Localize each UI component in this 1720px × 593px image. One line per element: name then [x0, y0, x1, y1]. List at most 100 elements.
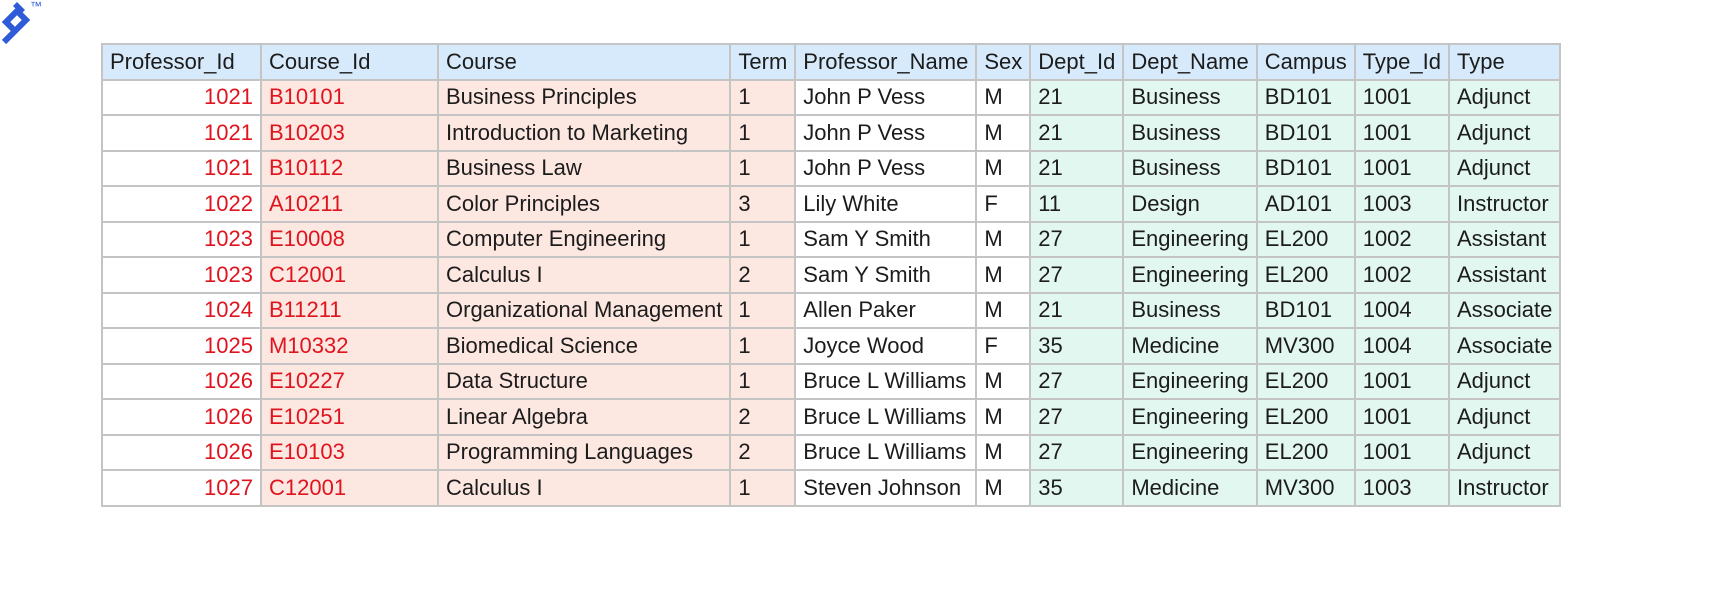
- cell-term: 1: [729, 149, 797, 187]
- cell-sex: M: [975, 291, 1032, 329]
- table-row: 1023 E10008 Computer Engineering 1 Sam Y Smi…: [101, 220, 1562, 258]
- cell-sex: F: [975, 185, 1032, 223]
- cell-professor-id: 1021: [101, 78, 262, 116]
- cell-professor-id: 1027: [101, 469, 262, 507]
- cell-sex: M: [975, 398, 1032, 436]
- cell-term: 3: [729, 185, 797, 223]
- cell-dept-name: Business: [1122, 78, 1258, 116]
- cell-professor-name: John P Vess: [794, 149, 978, 187]
- cell-dept-id: 27: [1029, 220, 1125, 258]
- professor-course-table-container: Professor_Id Course_Id Course Term Professor…: [101, 43, 1562, 507]
- cell-type: Instructor: [1447, 185, 1562, 223]
- cell-sex: M: [975, 469, 1032, 507]
- cell-dept-id: 35: [1029, 469, 1125, 507]
- column-header-campus: Campus: [1255, 43, 1356, 81]
- table-row: 1021 B10101 Business Principles 1 John P Ves…: [101, 78, 1562, 116]
- cell-professor-id: 1023: [101, 220, 262, 258]
- cell-course-id: E10227: [260, 362, 439, 400]
- cell-course-id: B11211: [260, 291, 439, 329]
- cell-campus: BD101: [1255, 78, 1356, 116]
- cell-dept-name: Engineering: [1122, 256, 1258, 294]
- cell-professor-name: Steven Johnson: [794, 469, 978, 507]
- cell-sex: M: [975, 114, 1032, 152]
- column-header-course: Course: [436, 43, 732, 81]
- cell-dept-name: Business: [1122, 291, 1258, 329]
- cell-campus: EL200: [1255, 433, 1356, 471]
- cell-dept-name: Engineering: [1122, 220, 1258, 258]
- cell-professor-id: 1026: [101, 398, 262, 436]
- cell-professor-id: 1021: [101, 149, 262, 187]
- cell-professor-id: 1026: [101, 362, 262, 400]
- cell-type-id: 1001: [1353, 398, 1450, 436]
- column-header-professor-name: Professor_Name: [794, 43, 978, 81]
- column-header-type: Type: [1447, 43, 1562, 81]
- cell-type-id: 1003: [1353, 185, 1450, 223]
- cell-course-id: E10103: [260, 433, 439, 471]
- cell-professor-name: Bruce L Williams: [794, 433, 978, 471]
- cell-campus: AD101: [1255, 185, 1356, 223]
- cell-type: Assistant: [1447, 220, 1562, 258]
- cell-course-id: M10332: [260, 327, 439, 365]
- cell-course-id: E10251: [260, 398, 439, 436]
- table-row: 1027 C12001 Calculus I 1 Steven Johnson M 35 Me…: [101, 469, 1562, 507]
- cell-professor-name: Sam Y Smith: [794, 256, 978, 294]
- cell-type-id: 1002: [1353, 220, 1450, 258]
- cell-professor-id: 1021: [101, 114, 262, 152]
- cell-course-id: A10211: [260, 185, 439, 223]
- cell-dept-id: 21: [1029, 78, 1125, 116]
- cell-type-id: 1001: [1353, 114, 1450, 152]
- cell-professor-name: Lily White: [794, 185, 978, 223]
- cell-course-id: E10008: [260, 220, 439, 258]
- cell-dept-name: Business: [1122, 149, 1258, 187]
- cell-term: 1: [729, 327, 797, 365]
- cell-dept-id: 35: [1029, 327, 1125, 365]
- cell-dept-id: 21: [1029, 291, 1125, 329]
- cell-campus: EL200: [1255, 256, 1356, 294]
- table-body: 1021 B10101 Business Principles 1 John P Ves…: [101, 78, 1562, 507]
- cell-type-id: 1001: [1353, 362, 1450, 400]
- cell-type: Associate: [1447, 327, 1562, 365]
- cell-course: Calculus I: [436, 469, 732, 507]
- cell-professor-id: 1022: [101, 185, 262, 223]
- cell-type: Adjunct: [1447, 362, 1562, 400]
- cell-term: 2: [729, 256, 797, 294]
- cell-course: Color Principles: [436, 185, 732, 223]
- cell-course: Linear Algebra: [436, 398, 732, 436]
- column-header-course-id: Course_Id: [260, 43, 439, 81]
- table-row: 1026 E10227 Data Structure 1 Bruce L William…: [101, 362, 1562, 400]
- trademark-symbol: ™: [30, 0, 42, 13]
- professor-course-table: Professor_Id Course_Id Course Term Professor…: [101, 43, 1562, 507]
- cell-type: Associate: [1447, 291, 1562, 329]
- cell-type-id: 1001: [1353, 433, 1450, 471]
- cell-professor-name: Bruce L Williams: [794, 398, 978, 436]
- cell-term: 1: [729, 362, 797, 400]
- cell-type-id: 1001: [1353, 78, 1450, 116]
- cell-term: 1: [729, 78, 797, 116]
- cell-professor-id: 1025: [101, 327, 262, 365]
- cell-dept-name: Medicine: [1122, 469, 1258, 507]
- cell-term: 1: [729, 469, 797, 507]
- cell-sex: M: [975, 78, 1032, 116]
- cell-type-id: 1003: [1353, 469, 1450, 507]
- cell-type-id: 1001: [1353, 149, 1450, 187]
- cell-course-id: B10203: [260, 114, 439, 152]
- cell-professor-name: Bruce L Williams: [794, 362, 978, 400]
- cell-sex: M: [975, 149, 1032, 187]
- cell-type: Adjunct: [1447, 114, 1562, 152]
- cell-dept-id: 11: [1029, 185, 1125, 223]
- cell-dept-name: Medicine: [1122, 327, 1258, 365]
- cell-campus: EL200: [1255, 398, 1356, 436]
- cell-type-id: 1002: [1353, 256, 1450, 294]
- cell-professor-id: 1023: [101, 256, 262, 294]
- cell-term: 1: [729, 291, 797, 329]
- cell-course: Data Structure: [436, 362, 732, 400]
- brand-logo: ™: [0, 0, 60, 52]
- cell-type: Instructor: [1447, 469, 1562, 507]
- column-header-type-id: Type_Id: [1353, 43, 1450, 81]
- cell-course-id: B10101: [260, 78, 439, 116]
- cell-type: Adjunct: [1447, 398, 1562, 436]
- cell-professor-id: 1026: [101, 433, 262, 471]
- cell-term: 1: [729, 220, 797, 258]
- cell-type-id: 1004: [1353, 291, 1450, 329]
- cell-course: Business Law: [436, 149, 732, 187]
